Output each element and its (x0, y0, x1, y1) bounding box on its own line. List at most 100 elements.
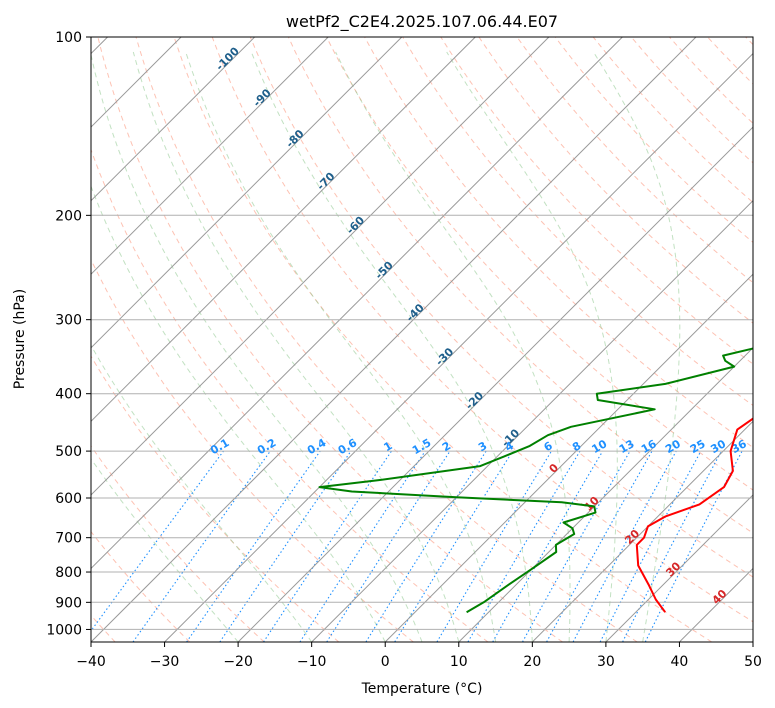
mixing-ratio-line (219, 450, 352, 642)
dry-adiabat (516, 37, 753, 284)
isotherm-label: -100 (213, 44, 242, 73)
sounding-series (318, 347, 753, 614)
mixing-ratio-label: 0.6 (336, 436, 360, 457)
y-tick-label: 200 (55, 208, 82, 224)
mixing-ratio-label: 6 (542, 439, 555, 454)
skewed-isotherm (91, 37, 476, 423)
skewed-isotherm (91, 37, 623, 570)
sounding-series-line (635, 417, 753, 613)
x-axis-title: Temperature (°C) (361, 681, 483, 697)
moist-adiabat (91, 457, 239, 642)
mixing-ratio-label: 1 (381, 439, 394, 454)
x-tick-label: 40 (671, 654, 689, 670)
skewed-isotherm (679, 567, 753, 642)
mixing-ratio-label: 0.4 (305, 436, 329, 457)
mixing-ratio-labels: 0.1 0.2 0.4 0.6 1 1.5 2 3 4 6 8 10 13 16 20 25 30 36 (208, 436, 749, 457)
dry-adiabat (669, 37, 753, 124)
dry-adiabat (707, 37, 753, 85)
skewed-isotherm (531, 420, 753, 642)
moist-adiabat (593, 51, 681, 642)
isotherm-label: -20 (463, 389, 486, 412)
dry-adiabat (478, 37, 753, 324)
skewed-isotherm (91, 37, 403, 349)
moist-adiabat (91, 185, 386, 642)
mixing-ratio-label: 20 (663, 437, 683, 456)
moist-adiabat (335, 51, 571, 642)
mixing-ratio-line (522, 450, 631, 642)
isotherm-label: 10 (582, 494, 602, 514)
x-tick-label: −20 (223, 654, 253, 670)
mixing-ratio-label: 16 (639, 437, 659, 456)
x-tick-label: 20 (523, 654, 541, 670)
mixing-ratio-line (546, 450, 653, 642)
mixing-ratio-line (599, 450, 702, 642)
moist-adiabat (250, 51, 533, 642)
mixing-ratio-line (186, 450, 321, 642)
isotherm-label: -60 (344, 214, 367, 237)
skewed-isotherm (458, 347, 753, 642)
mixing-ratio-line (572, 450, 677, 642)
mixing-ratio-label: 8 (570, 439, 583, 454)
skewed-isotherm (91, 37, 697, 642)
x-tick-label: 50 (744, 654, 762, 670)
mixing-ratio-line (326, 450, 451, 642)
mixing-ratio-line (467, 450, 581, 642)
sounding-series-line (318, 347, 753, 614)
skewed-isotherm (91, 37, 329, 275)
skewed-isotherm (311, 199, 753, 642)
isotherm-label: -90 (251, 86, 274, 109)
dry-adiabat (326, 37, 753, 491)
chart-title: wetPf2_C2E4.2025.107.06.44.E07 (286, 12, 558, 32)
y-tick-label: 1000 (46, 622, 82, 638)
y-tick-label: 700 (55, 531, 82, 547)
mixing-ratio-label: 3 (476, 439, 489, 454)
moist-adiabat (185, 51, 497, 642)
x-axis-ticks: −40 −30 −20 −10 0 10 20 30 40 50 (76, 642, 762, 670)
dry-adiabat (745, 37, 753, 46)
mixing-ratio-label: 1.5 (410, 436, 433, 457)
mixing-ratio-line (132, 450, 271, 642)
dry-adiabat (287, 37, 753, 534)
moist-adiabat (91, 344, 313, 642)
mixing-ratio-label: 0.1 (208, 436, 231, 457)
isotherm-label: -40 (404, 301, 427, 324)
mixing-ratio-label: 30 (708, 437, 728, 456)
mixing-ratio-line (91, 450, 224, 632)
dry-adiabat (91, 148, 489, 642)
isotherm-label: -50 (373, 258, 396, 281)
skewed-isotherm (91, 37, 550, 496)
dry-adiabat (554, 37, 753, 243)
y-tick-label: 100 (55, 30, 82, 46)
isotherm-label: 30 (663, 559, 683, 579)
skewed-isotherm (752, 641, 753, 642)
y-tick-label: 900 (55, 595, 82, 611)
dry-adiabat (91, 258, 414, 642)
mixing-ratio-line (436, 450, 552, 642)
dry-adiabat (440, 37, 753, 365)
isotherm-label: 20 (622, 527, 642, 547)
x-tick-label: −10 (297, 654, 327, 670)
mixing-ratio-line (644, 450, 743, 642)
x-tick-label: 30 (597, 654, 615, 670)
dry-adiabat (91, 530, 191, 642)
dry-adiabat (91, 355, 340, 642)
isotherm-label: 40 (710, 587, 730, 607)
isotherm-label: -30 (433, 345, 456, 368)
dry-adiabat (249, 37, 753, 578)
dry-adiabat (135, 37, 638, 642)
y-tick-label: 400 (55, 387, 82, 403)
y-axis-ticks: 100 200 300 400 500 600 700 800 900 1000 (46, 30, 91, 638)
moist-adiabat (446, 51, 618, 642)
isotherm-label: -70 (314, 170, 337, 193)
dry-adiabat (630, 37, 753, 164)
mixing-ratio-line (263, 450, 392, 642)
background-lines (91, 37, 753, 642)
dry-adiabat (592, 37, 753, 204)
x-tick-label: 0 (381, 654, 390, 670)
x-tick-label: −30 (150, 654, 180, 670)
x-tick-label: 10 (450, 654, 468, 670)
y-tick-label: 300 (55, 313, 82, 329)
mixing-ratio-label: 10 (589, 437, 609, 456)
plot-frame (90, 36, 754, 643)
